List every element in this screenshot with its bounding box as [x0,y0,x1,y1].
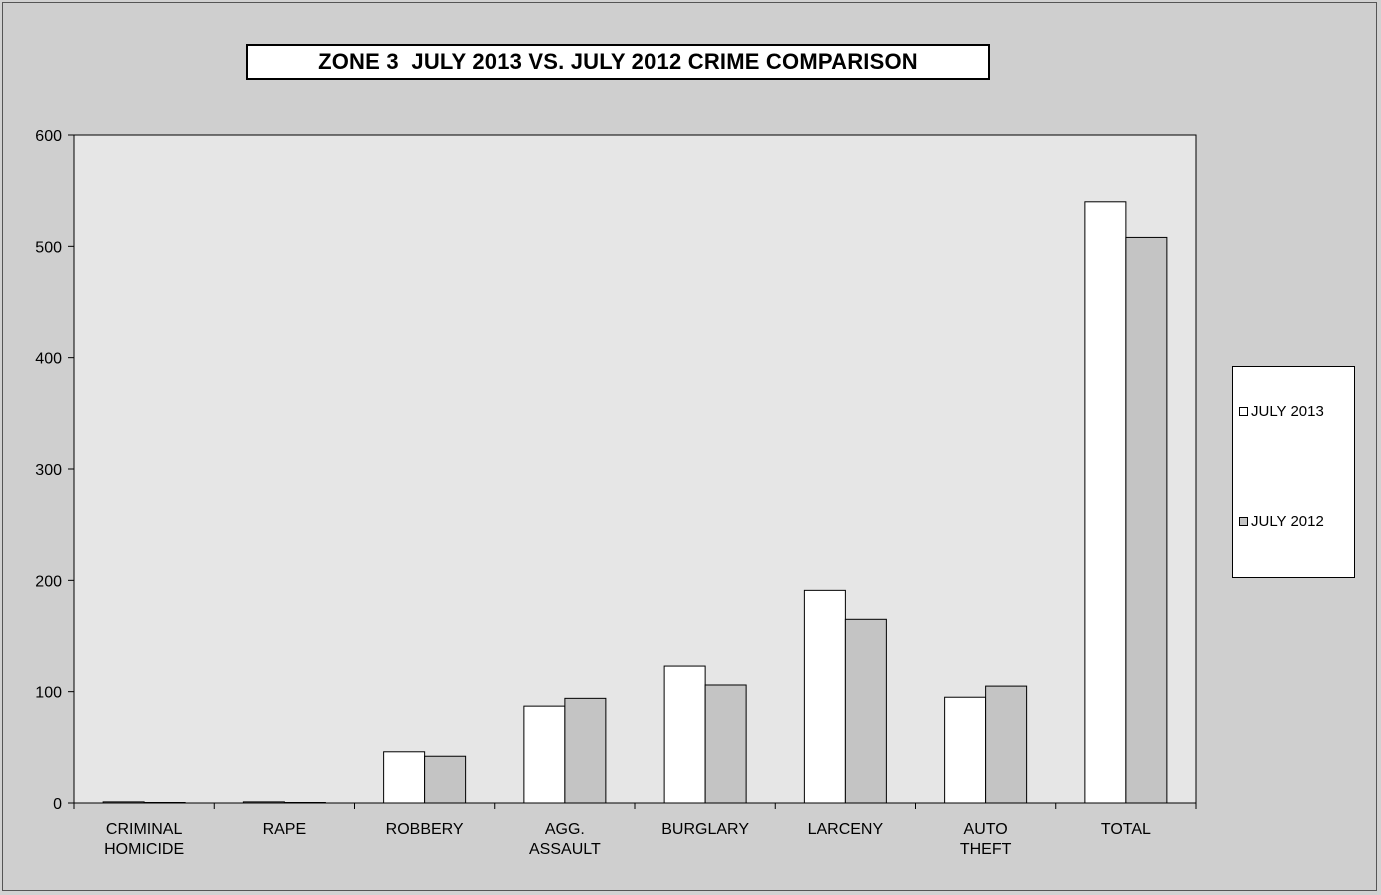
bar-series-1 [663,665,706,804]
y-tick-label: 400 [35,351,62,368]
legend-label-series-2: JULY 2012 [1251,513,1324,530]
bar-series-2 [985,685,1028,804]
bar-series-1 [523,705,566,804]
bars [102,201,1168,804]
y-tick-label: 300 [35,462,62,479]
legend: JULY 2013 JULY 2012 [1232,366,1355,578]
bar-series-2 [424,755,467,804]
legend-item-series-2: JULY 2012 [1239,513,1324,530]
bar-series-2 [1125,236,1168,804]
x-category-label: LARCENY [808,821,884,838]
x-category-label: RAPE [263,821,307,838]
bar-series-1 [102,801,145,804]
legend-label-series-1: JULY 2013 [1251,403,1324,420]
legend-item-series-1: JULY 2013 [1239,403,1324,420]
bar-series-1 [944,696,987,804]
x-category-label: CRIMINAL HOMICIDE [104,821,184,858]
bar-series-1 [803,589,846,804]
chart-title: ZONE 3 JULY 2013 VS. JULY 2012 CRIME COM… [246,44,990,80]
y-tick-label: 200 [35,573,62,590]
y-tick-label: 600 [35,128,62,145]
bar-series-2 [143,802,186,804]
bar-series-2 [844,618,887,804]
x-category-label: AGG. ASSAULT [529,821,601,858]
bar-series-2 [564,697,607,804]
bar-series-1 [1084,201,1127,804]
bar-series-2 [283,802,326,804]
x-category-label: BURGLARY [661,821,749,838]
x-axis: CRIMINAL HOMICIDE RAPE ROBBERY AGG. ASSAULT BU… [73,803,1197,858]
y-tick-label: 0 [53,796,62,813]
x-category-label: ROBBERY [386,821,464,838]
y-axis: 0 100 200 300 400 500 600 [35,128,74,813]
bar-series-2 [704,684,747,804]
y-tick-label: 500 [35,239,62,256]
y-tick-label: 100 [35,685,62,702]
bar-series-1 [383,751,426,804]
bar-series-1 [242,801,285,804]
plot-area [73,134,1197,804]
x-category-label: TOTAL [1101,821,1151,838]
x-category-label: AUTO THEFT [960,821,1012,858]
legend-swatch-series-2 [1239,517,1248,526]
legend-swatch-series-1 [1239,407,1248,416]
